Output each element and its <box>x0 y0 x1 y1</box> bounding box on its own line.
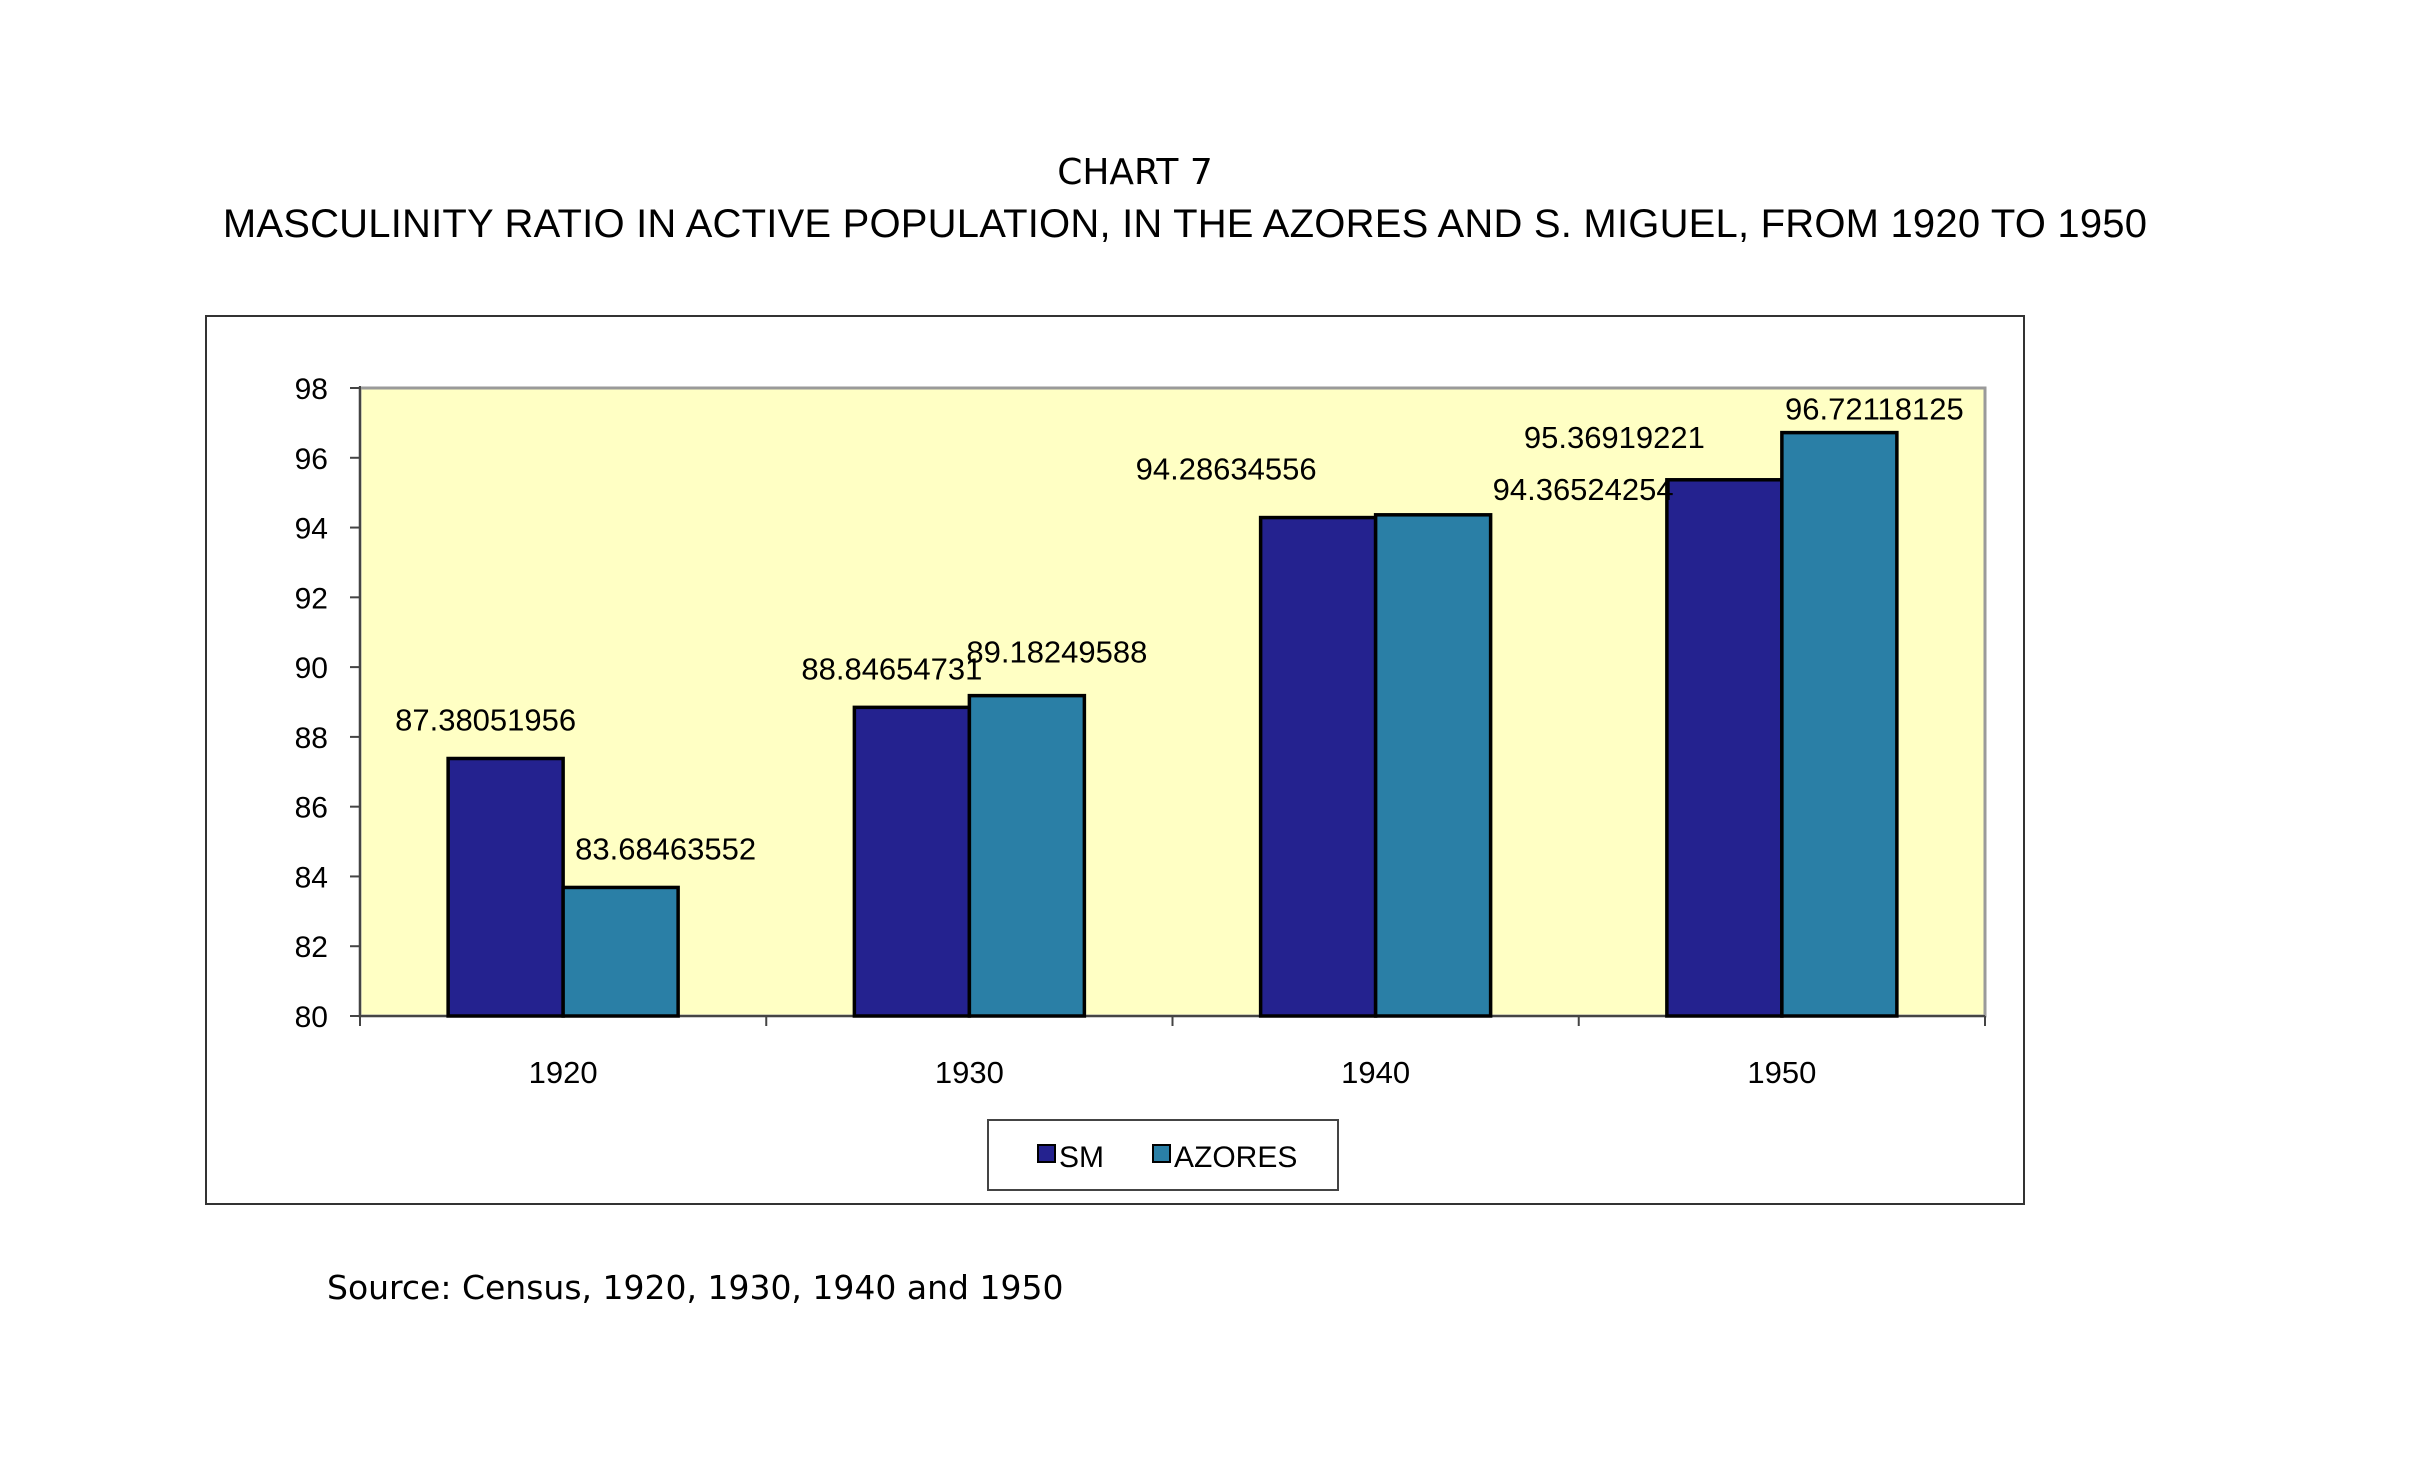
y-tick-label: 98 <box>295 373 328 406</box>
legend-swatch-sm <box>1037 1144 1056 1163</box>
data-label: 83.68463552 <box>575 831 756 866</box>
data-label: 89.18249588 <box>966 635 1147 670</box>
x-tick-label: 1930 <box>935 1055 1004 1090</box>
y-tick-label: 92 <box>295 582 328 615</box>
y-tick-label: 96 <box>295 443 328 476</box>
y-tick-label: 80 <box>295 1001 328 1034</box>
bar-azores-1930 <box>967 693 1087 1018</box>
data-label: 94.28634556 <box>1136 452 1317 487</box>
legend-label-sm: SM <box>1059 1141 1104 1174</box>
bar-azores-1950 <box>1780 430 1899 1018</box>
bar-azores-1940 <box>1373 513 1493 1018</box>
y-tick-label: 82 <box>295 931 328 964</box>
y-tick-label: 90 <box>295 652 328 685</box>
data-label: 87.38051956 <box>395 703 576 738</box>
x-tick-label: 1950 <box>1747 1055 1816 1090</box>
bar-azores-1920 <box>561 885 680 1018</box>
chart-title: MASCULINITY RATIO IN ACTIVE POPULATION, … <box>222 202 2148 246</box>
bar-sm-1920 <box>446 756 565 1018</box>
bar-sm-1940 <box>1258 515 1378 1018</box>
data-label: 96.72118125 <box>1785 392 1964 427</box>
x-tick-label: 1940 <box>1341 1055 1410 1090</box>
y-tick-label: 86 <box>295 792 328 825</box>
data-label: 88.84654731 <box>801 651 982 686</box>
legend-label-azores: AZORES <box>1174 1141 1297 1174</box>
x-tick-label: 1920 <box>529 1055 598 1090</box>
legend-swatch-azores <box>1152 1144 1171 1163</box>
chart-number: CHART 7 <box>1057 152 1213 193</box>
data-label: 94.36524254 <box>1493 472 1674 507</box>
source-note: Source: Census, 1920, 1930, 1940 and 195… <box>327 1268 1064 1307</box>
bar-sm-1950 <box>1665 478 1784 1018</box>
bar-sm-1930 <box>852 705 972 1018</box>
y-tick-label: 88 <box>295 722 328 755</box>
y-tick-label: 84 <box>295 861 328 894</box>
y-tick-label: 94 <box>295 513 328 546</box>
data-label: 95.36919221 <box>1524 420 1705 455</box>
